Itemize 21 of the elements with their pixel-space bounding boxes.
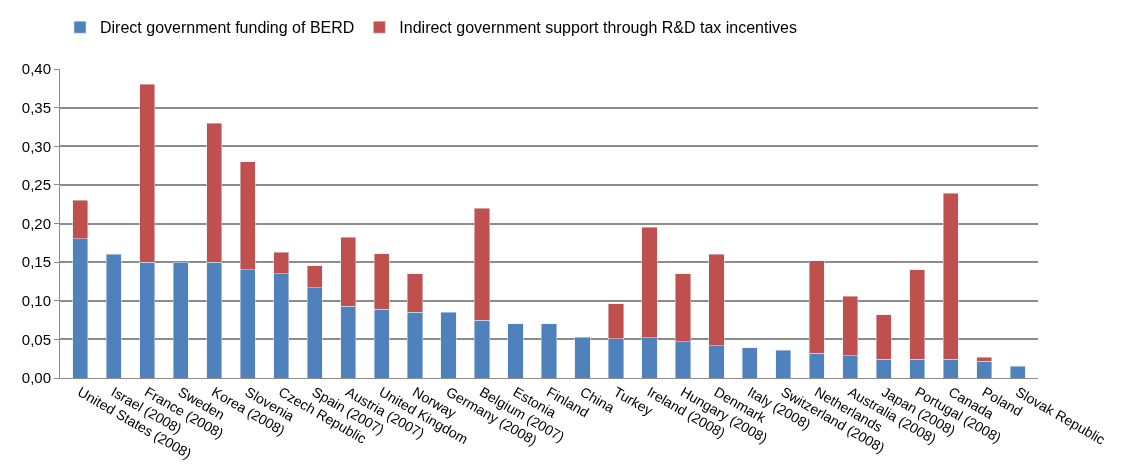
- bar: [105, 254, 122, 378]
- y-tick-label: 0,30: [21, 137, 51, 155]
- y-tick-label: 0,25: [21, 176, 51, 194]
- bar: [976, 360, 993, 378]
- bar: [1010, 366, 1026, 378]
- legend-label: Direct government funding of BERD: [100, 19, 355, 37]
- bar: [541, 323, 557, 378]
- y-tick-label: 0,05: [21, 330, 51, 348]
- y-tick-label: 0,15: [21, 253, 51, 271]
- y-tick-label: 0,40: [21, 60, 51, 78]
- y-tick-label: 0,20: [21, 214, 51, 232]
- bar: [742, 347, 758, 378]
- legend-label: Indirect government support through R&D tax incentives: [399, 19, 797, 37]
- bar: [440, 312, 457, 378]
- y-tick-label: 0,10: [21, 292, 51, 309]
- bar: [507, 323, 524, 378]
- bar: [775, 349, 792, 378]
- bar: [172, 261, 189, 378]
- y-tick-label: 0,35: [21, 98, 51, 116]
- y-tick-label: 0,00: [21, 369, 51, 387]
- bar: [574, 336, 591, 378]
